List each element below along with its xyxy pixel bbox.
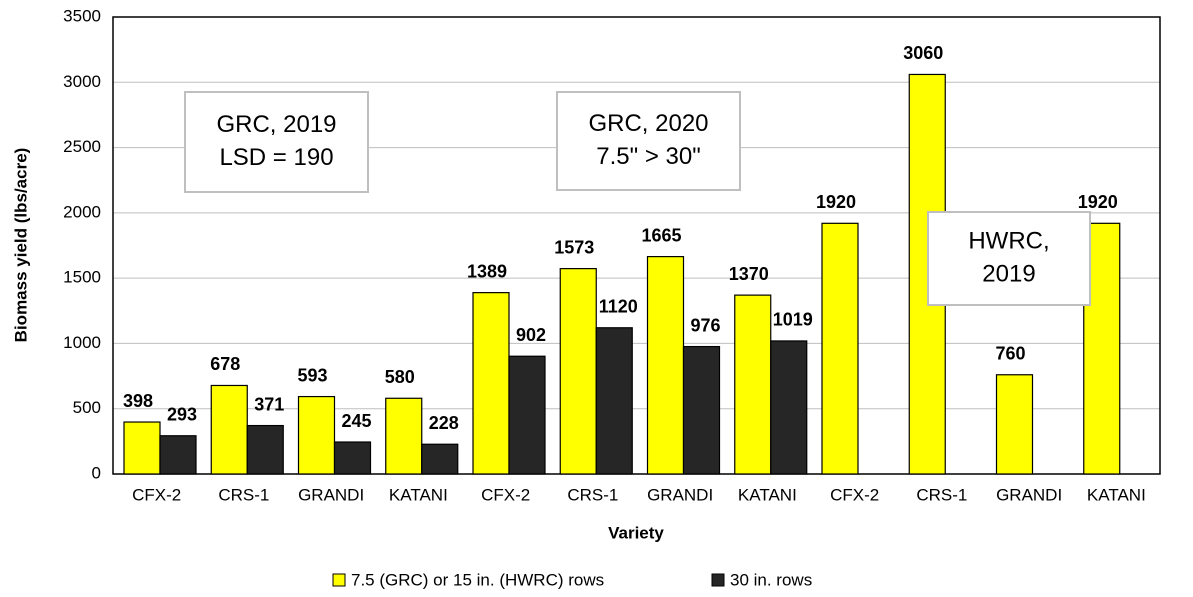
data-label: 976 bbox=[690, 315, 720, 335]
data-label: 1920 bbox=[816, 192, 856, 212]
legend-swatch bbox=[711, 573, 725, 587]
annotation-box bbox=[927, 211, 1091, 306]
data-label: 1019 bbox=[773, 310, 813, 330]
data-label: 1920 bbox=[1078, 192, 1118, 212]
bar bbox=[421, 443, 459, 475]
data-label: 1370 bbox=[729, 264, 769, 284]
bar bbox=[595, 327, 633, 475]
data-label: 245 bbox=[341, 411, 371, 431]
bar bbox=[821, 222, 859, 475]
y-tick-label: 1000 bbox=[63, 333, 101, 352]
x-tick-label: CRS-1 bbox=[218, 485, 269, 504]
data-label: 1389 bbox=[467, 261, 507, 281]
x-tick-label: KATANI bbox=[1087, 485, 1146, 504]
data-label: 1573 bbox=[554, 237, 594, 257]
bar bbox=[159, 435, 197, 475]
data-label: 398 bbox=[123, 391, 153, 411]
bar bbox=[210, 384, 248, 475]
legend-label: 7.5 (GRC) or 15 in. (HWRC) rows bbox=[351, 570, 604, 589]
y-tick-label: 1500 bbox=[63, 268, 101, 287]
annotation-box bbox=[184, 91, 369, 193]
bar bbox=[297, 395, 336, 475]
bar bbox=[646, 255, 685, 475]
bar bbox=[123, 421, 161, 475]
bar bbox=[472, 292, 510, 475]
x-tick-label: KATANI bbox=[389, 485, 448, 504]
x-tick-label: CFX-2 bbox=[481, 485, 530, 504]
data-label: 1665 bbox=[641, 225, 681, 245]
annotation-text: GRC, 2019 bbox=[216, 111, 336, 138]
bar bbox=[995, 374, 1034, 475]
x-tick-label: CFX-2 bbox=[132, 485, 181, 504]
y-axis-label: Biomass yield (lbs/acre) bbox=[11, 148, 30, 343]
y-tick-label: 2000 bbox=[63, 202, 101, 221]
y-tick-label: 3500 bbox=[63, 6, 101, 25]
x-tick-label: CFX-2 bbox=[830, 485, 879, 504]
bar bbox=[770, 340, 808, 475]
annotation-text: GRC, 2020 bbox=[588, 110, 708, 137]
data-label: 593 bbox=[297, 365, 327, 385]
x-tick-label: GRANDI bbox=[996, 485, 1062, 504]
bar bbox=[559, 268, 597, 475]
data-label: 760 bbox=[995, 344, 1025, 364]
bar bbox=[246, 424, 284, 475]
annotation-text: HWRC, bbox=[968, 227, 1049, 254]
data-label: 293 bbox=[167, 404, 197, 424]
data-label: 678 bbox=[210, 354, 240, 374]
x-tick-label: CRS-1 bbox=[916, 485, 967, 504]
bar bbox=[734, 294, 772, 475]
annotation-box bbox=[556, 91, 741, 191]
annotation-text: 2019 bbox=[982, 260, 1035, 287]
data-label: 580 bbox=[385, 367, 415, 387]
x-tick-label: GRANDI bbox=[298, 485, 364, 504]
y-tick-label: 0 bbox=[92, 463, 101, 482]
y-tick-label: 3000 bbox=[63, 72, 101, 91]
annotation-text: LSD = 190 bbox=[219, 144, 333, 171]
bar bbox=[508, 355, 546, 475]
plot-frame bbox=[112, 16, 1161, 475]
legend-swatch bbox=[332, 573, 346, 587]
x-tick-label: GRANDI bbox=[647, 485, 713, 504]
bar bbox=[333, 441, 372, 475]
legend-label: 30 in. rows bbox=[730, 570, 812, 589]
data-label: 1120 bbox=[599, 297, 638, 317]
y-tick-label: 500 bbox=[73, 398, 101, 417]
x-axis-label: Variety bbox=[608, 523, 664, 542]
data-label: 371 bbox=[254, 394, 284, 414]
annotation-text: 7.5" > 30" bbox=[596, 143, 700, 170]
data-label: 3060 bbox=[903, 43, 943, 63]
bar bbox=[682, 345, 721, 475]
x-tick-label: KATANI bbox=[738, 485, 797, 504]
y-tick-label: 2500 bbox=[63, 137, 101, 156]
data-label: 902 bbox=[516, 325, 546, 345]
data-label: 228 bbox=[429, 413, 459, 433]
x-tick-label: CRS-1 bbox=[567, 485, 618, 504]
bar bbox=[385, 397, 423, 475]
